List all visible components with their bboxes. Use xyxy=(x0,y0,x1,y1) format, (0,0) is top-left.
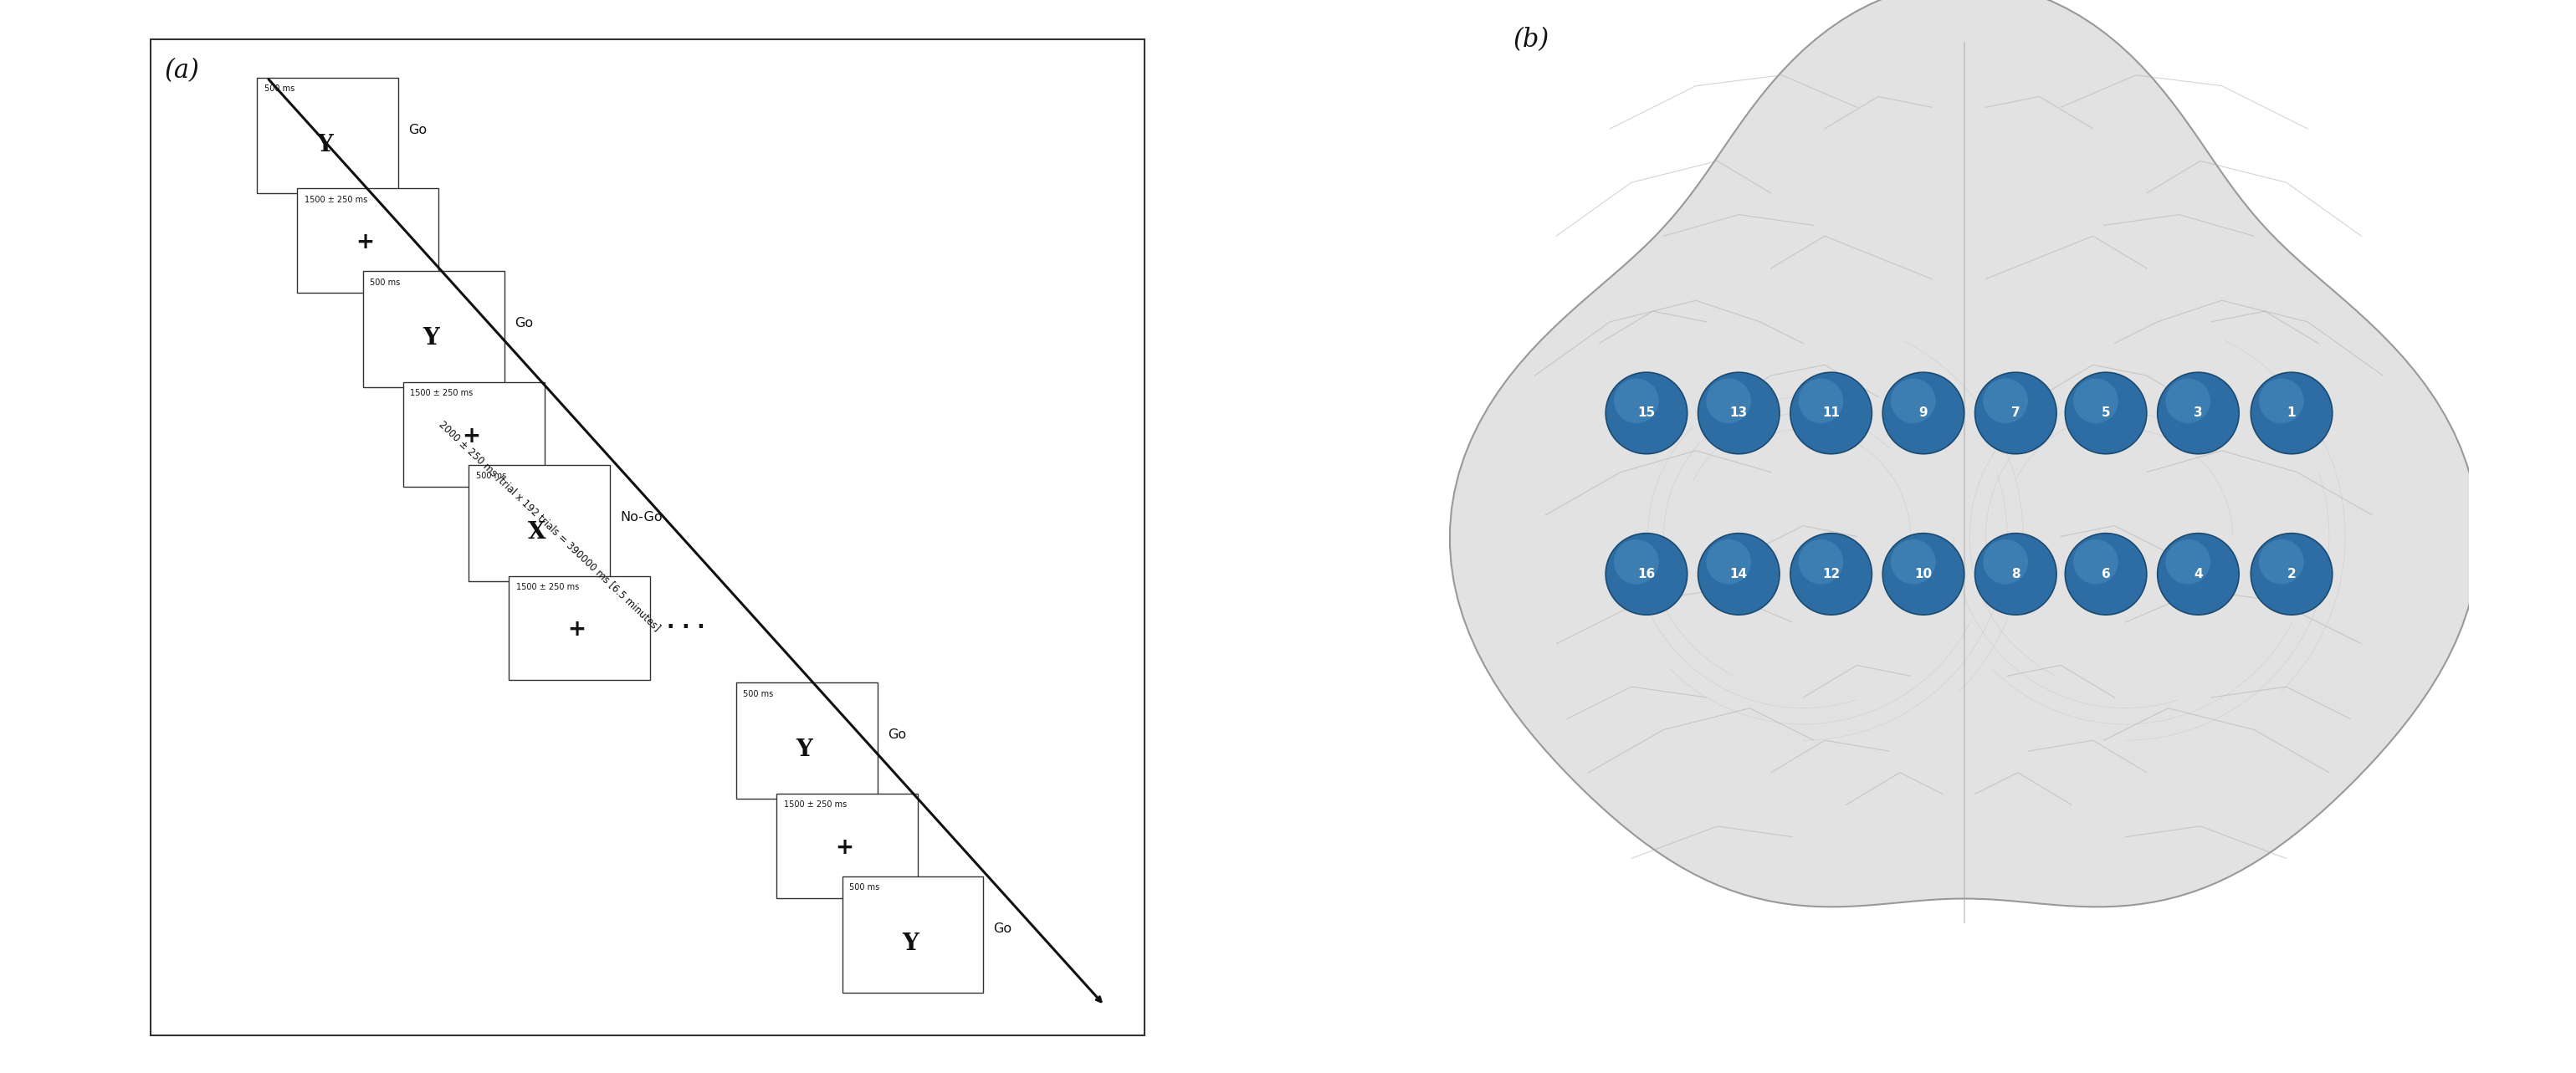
Text: 500 ms: 500 ms xyxy=(263,85,294,93)
Text: 1500 ± 250 ms: 1500 ± 250 ms xyxy=(783,800,848,809)
Text: (b): (b) xyxy=(1512,27,1551,53)
Circle shape xyxy=(1976,533,2056,615)
Circle shape xyxy=(1698,372,1780,454)
Text: 15: 15 xyxy=(1638,407,1656,420)
Text: 1500 ± 250 ms: 1500 ± 250 ms xyxy=(410,389,474,398)
Text: 1: 1 xyxy=(2287,407,2295,420)
Circle shape xyxy=(1891,540,1935,584)
Text: Go: Go xyxy=(889,729,907,741)
Text: +: + xyxy=(461,426,479,447)
Circle shape xyxy=(1891,379,1935,423)
Text: 500 ms: 500 ms xyxy=(371,278,399,286)
Text: 2: 2 xyxy=(2287,568,2295,580)
Text: Go: Go xyxy=(994,923,1012,935)
Circle shape xyxy=(2066,533,2146,615)
Text: 1500 ± 250 ms: 1500 ± 250 ms xyxy=(304,195,368,204)
Text: 500 ms: 500 ms xyxy=(850,883,878,892)
Text: X: X xyxy=(528,520,546,543)
Circle shape xyxy=(2259,379,2303,423)
Text: 16: 16 xyxy=(1638,568,1656,580)
Bar xyxy=(296,189,438,293)
Circle shape xyxy=(1883,533,1965,615)
Text: 8: 8 xyxy=(2012,568,2020,580)
Circle shape xyxy=(2074,540,2117,584)
Text: 13: 13 xyxy=(1731,407,1747,420)
Text: 9: 9 xyxy=(1919,407,1927,420)
Text: 10: 10 xyxy=(1914,568,1932,580)
Text: 6: 6 xyxy=(2102,568,2110,580)
Circle shape xyxy=(1613,540,1659,584)
Text: (a): (a) xyxy=(165,57,198,84)
Polygon shape xyxy=(1450,0,2478,907)
Circle shape xyxy=(2166,540,2210,584)
Circle shape xyxy=(1705,379,1752,423)
Text: +: + xyxy=(567,619,587,641)
Text: Go: Go xyxy=(515,318,533,329)
Circle shape xyxy=(2159,372,2239,454)
Bar xyxy=(510,576,649,680)
Text: +: + xyxy=(835,837,853,858)
Text: No-Go: No-Go xyxy=(621,511,662,524)
Circle shape xyxy=(2259,540,2303,584)
Text: Y: Y xyxy=(902,932,917,955)
Text: 14: 14 xyxy=(1731,568,1747,580)
Bar xyxy=(402,382,544,486)
Text: 2000 ± 250 ms /trial x 192 trials = 390000 ms [6.5 minutes]: 2000 ± 250 ms /trial x 192 trials = 3900… xyxy=(438,420,662,634)
Text: 7: 7 xyxy=(2012,407,2020,420)
Circle shape xyxy=(2066,372,2146,454)
Text: Go: Go xyxy=(407,123,428,136)
Circle shape xyxy=(1705,540,1752,584)
Circle shape xyxy=(2251,533,2331,615)
Circle shape xyxy=(1798,379,1844,423)
Text: . . .: . . . xyxy=(667,613,706,632)
Circle shape xyxy=(1984,379,2027,423)
Circle shape xyxy=(1976,372,2056,454)
Circle shape xyxy=(1605,533,1687,615)
Text: 12: 12 xyxy=(1821,568,1839,580)
Text: 11: 11 xyxy=(1821,407,1839,420)
Text: 4: 4 xyxy=(2195,568,2202,580)
Text: Y: Y xyxy=(796,738,811,762)
Circle shape xyxy=(2074,379,2117,423)
Circle shape xyxy=(2251,372,2331,454)
Text: 5: 5 xyxy=(2102,407,2110,420)
Text: 500 ms: 500 ms xyxy=(744,690,773,699)
Text: +: + xyxy=(355,232,374,253)
Bar xyxy=(363,271,505,387)
Circle shape xyxy=(1984,540,2027,584)
Bar xyxy=(737,682,878,798)
Text: 500 ms: 500 ms xyxy=(477,472,507,481)
Circle shape xyxy=(2159,533,2239,615)
Circle shape xyxy=(1698,533,1780,615)
Circle shape xyxy=(1613,379,1659,423)
Circle shape xyxy=(1790,533,1873,615)
Bar xyxy=(842,877,984,993)
Text: Y: Y xyxy=(317,133,332,157)
Bar xyxy=(469,465,611,580)
Circle shape xyxy=(1883,372,1965,454)
Text: Y: Y xyxy=(422,327,438,350)
Circle shape xyxy=(1605,372,1687,454)
Circle shape xyxy=(1790,372,1873,454)
Bar xyxy=(775,794,917,898)
Circle shape xyxy=(2166,379,2210,423)
Circle shape xyxy=(1798,540,1844,584)
Bar xyxy=(258,77,399,193)
Text: 1500 ± 250 ms: 1500 ± 250 ms xyxy=(515,583,580,591)
Text: 3: 3 xyxy=(2195,407,2202,420)
